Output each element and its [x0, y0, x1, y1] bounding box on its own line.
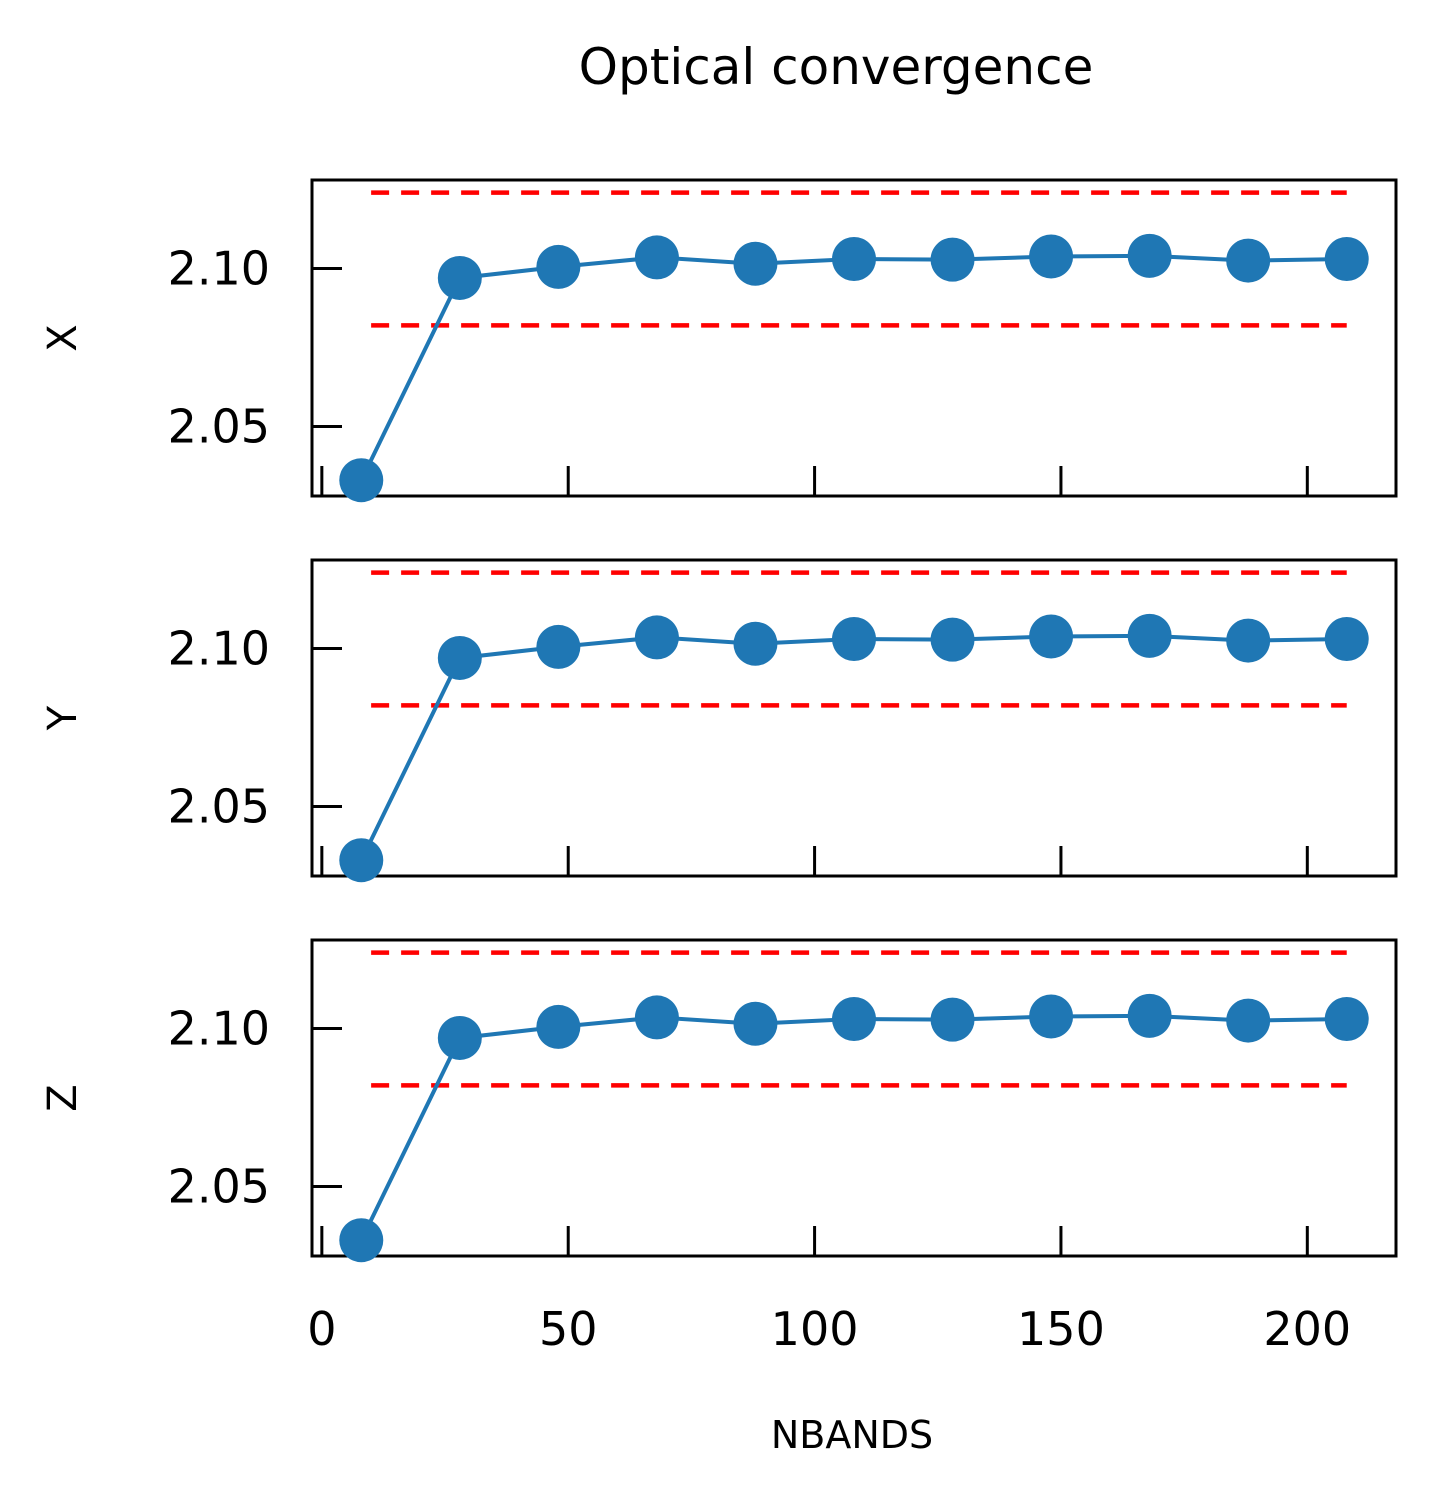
- data-point: [832, 237, 876, 281]
- data-point: [930, 237, 975, 282]
- data-point: [733, 241, 778, 286]
- y-axis-label: X: [40, 324, 86, 351]
- data-point: [634, 995, 679, 1040]
- data-point: [1226, 998, 1271, 1043]
- data-point: [832, 997, 876, 1041]
- data-point: [1324, 237, 1369, 281]
- data-point: [339, 1218, 384, 1263]
- y-axis-label: Y: [40, 705, 86, 731]
- data-point: [733, 1001, 778, 1046]
- data-point: [634, 615, 679, 660]
- data-point: [1324, 997, 1369, 1041]
- plot-frame: [310, 558, 1398, 878]
- x-axis-label: NBANDS: [771, 1413, 933, 1457]
- x-tick-label: 150: [1017, 1302, 1105, 1356]
- plot-frame: [310, 938, 1398, 1258]
- data-point: [930, 617, 975, 662]
- data-point: [437, 255, 482, 300]
- y-tick-label: 2.05: [168, 399, 270, 453]
- data-point: [1226, 618, 1271, 663]
- data-point: [832, 617, 876, 661]
- data-point: [1029, 994, 1074, 1039]
- panel-x: 2.05 2.10 X: [40, 178, 1398, 503]
- y-tick-label: 2.10: [168, 621, 270, 675]
- data-point: [1029, 614, 1074, 659]
- data-point: [1127, 233, 1172, 278]
- data-point: [1127, 613, 1172, 658]
- x-tick-label: 0: [307, 1302, 336, 1356]
- data-point: [339, 458, 384, 503]
- data-point: [437, 1015, 482, 1060]
- chart-title: Optical convergence: [579, 38, 1094, 96]
- x-tick-label: 50: [539, 1302, 598, 1356]
- y-axis-label: Z: [40, 1084, 86, 1111]
- y-tick-label: 2.05: [168, 779, 270, 833]
- y-tick-label: 2.10: [168, 1001, 270, 1055]
- data-point: [1226, 238, 1271, 283]
- y-tick-label: 2.10: [168, 241, 270, 295]
- panel-z: 2.05 2.10 Z: [40, 938, 1398, 1263]
- x-tick-label: 200: [1263, 1302, 1351, 1356]
- data-point: [1029, 234, 1074, 279]
- data-point: [339, 838, 384, 883]
- series-line: [359, 633, 1347, 862]
- data-point: [536, 244, 581, 289]
- x-tick-label: 100: [771, 1302, 859, 1356]
- data-point: [733, 621, 778, 666]
- series-line: [359, 253, 1347, 482]
- data-point: [437, 635, 482, 680]
- plot-frame: [310, 178, 1398, 498]
- data-point: [536, 1004, 581, 1049]
- y-tick-label: 2.05: [168, 1159, 270, 1213]
- data-point: [1324, 617, 1369, 661]
- data-point: [536, 624, 581, 669]
- series-line: [359, 1013, 1347, 1242]
- data-point: [1127, 993, 1172, 1038]
- data-point: [634, 235, 679, 280]
- panel-y: 2.05 2.10 Y: [40, 558, 1398, 883]
- data-point: [930, 997, 975, 1042]
